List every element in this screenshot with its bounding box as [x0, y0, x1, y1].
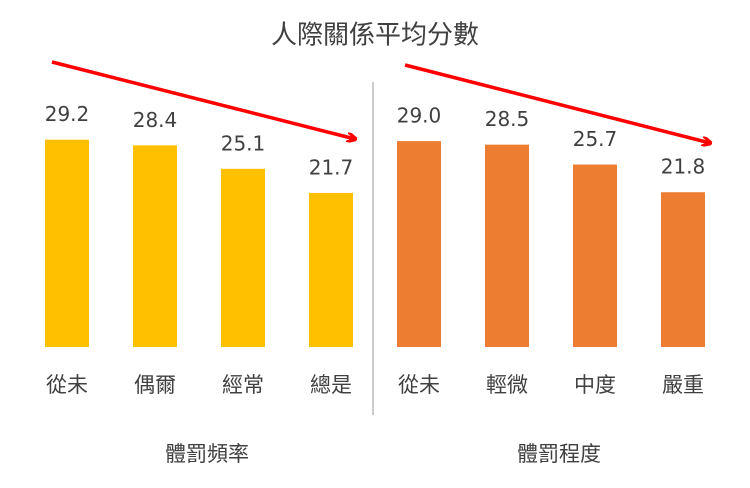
data-label: 21.7 [309, 155, 354, 179]
bar [309, 192, 353, 347]
data-label: 28.4 [133, 108, 178, 132]
data-label: 21.8 [661, 155, 706, 179]
bar [485, 144, 529, 347]
bar [661, 192, 705, 347]
x-tick-label: 輕微 [486, 373, 528, 397]
data-label: 25.7 [573, 127, 618, 151]
bar [133, 145, 177, 347]
x-tick-label: 中度 [574, 373, 616, 397]
data-label: 25.1 [221, 131, 266, 155]
chart-title: 人際關係平均分數 [271, 21, 479, 51]
x-tick-label: 經常 [222, 373, 264, 397]
x-tick-label: 從未 [46, 373, 88, 397]
x-tick-label: 嚴重 [662, 373, 704, 397]
x-tick-label: 總是 [310, 373, 352, 397]
trend-arrow [51, 60, 355, 139]
bar [397, 141, 441, 347]
trend-arrow [404, 63, 710, 143]
bar [45, 139, 89, 347]
data-label: 28.5 [485, 107, 530, 131]
data-label: 29.0 [397, 104, 442, 128]
bar [573, 164, 617, 347]
x-axis-label: 體罰程度 [517, 442, 601, 466]
x-tick-label: 偶爾 [134, 373, 176, 397]
x-axis-label: 體罰頻率 [165, 442, 249, 466]
x-tick-label: 從未 [398, 373, 440, 397]
bar [221, 168, 265, 347]
data-label: 29.2 [45, 102, 90, 126]
